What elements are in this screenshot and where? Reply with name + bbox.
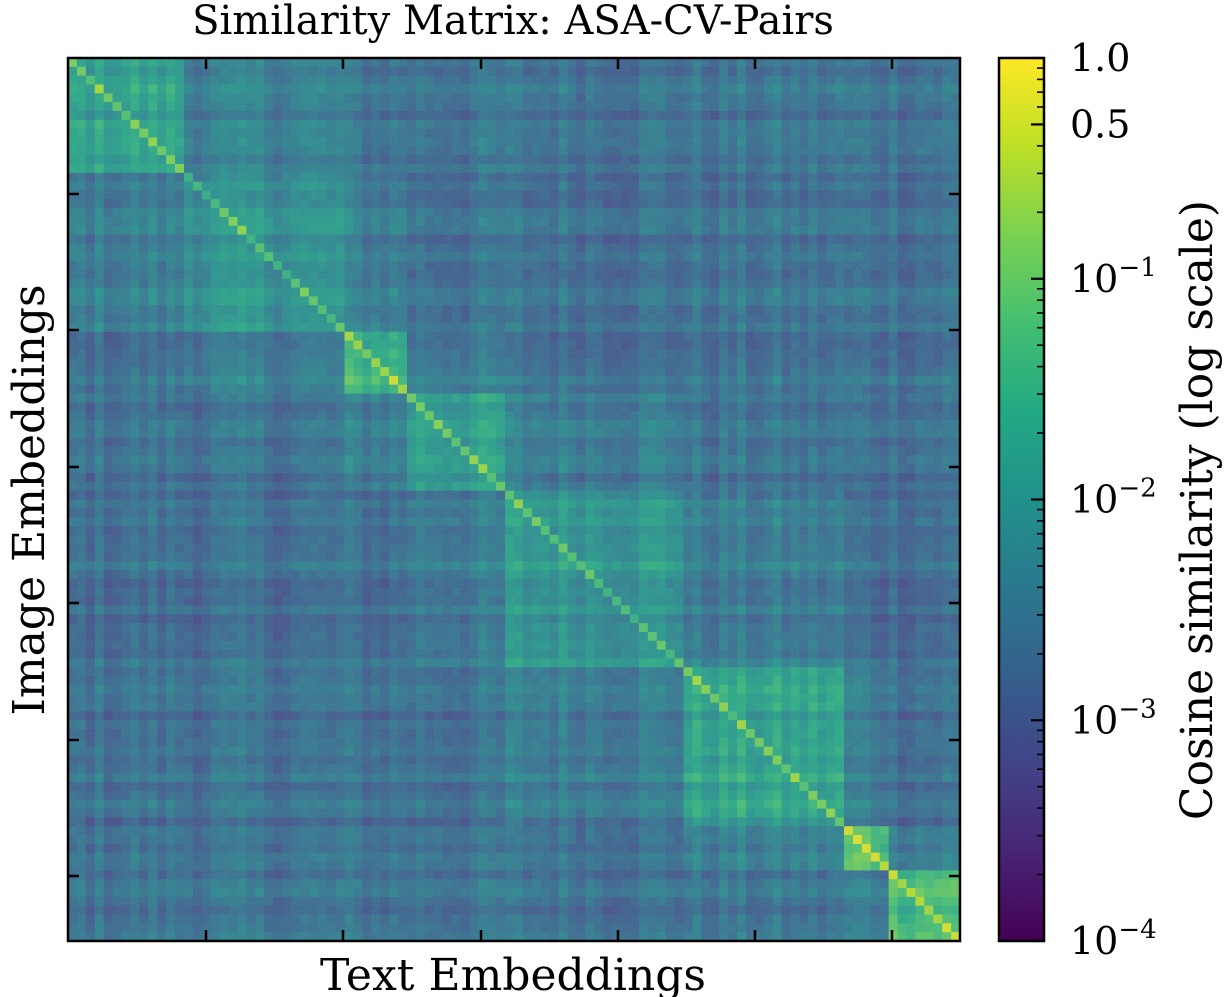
heatmap-area [68,58,961,942]
chart-title: Similarity Matrix: ASA-CV-Pairs [192,0,834,44]
